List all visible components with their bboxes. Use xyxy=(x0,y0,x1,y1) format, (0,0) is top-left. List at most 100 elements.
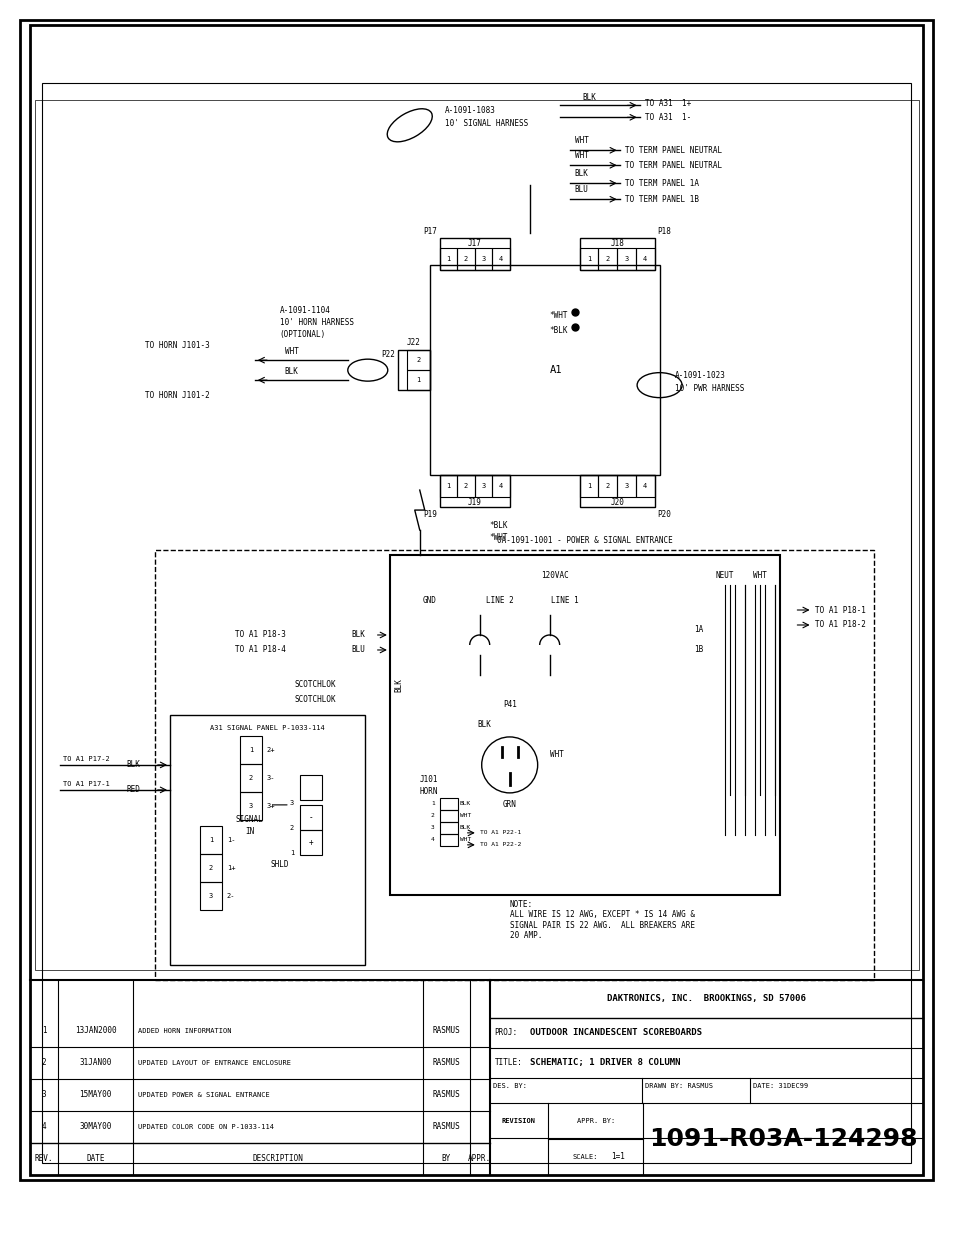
Text: 4: 4 xyxy=(498,256,502,262)
Text: UPDATED COLOR CODE ON P-1033-114: UPDATED COLOR CODE ON P-1033-114 xyxy=(138,1124,274,1130)
Text: TO A1 P22-2: TO A1 P22-2 xyxy=(479,842,520,847)
Text: 3: 3 xyxy=(249,803,253,809)
Text: P22: P22 xyxy=(380,351,395,359)
Text: BLK: BLK xyxy=(459,802,471,806)
Text: SCHEMATIC; 1 DRIVER 8 COLUMN: SCHEMATIC; 1 DRIVER 8 COLUMN xyxy=(529,1058,679,1067)
Text: P17: P17 xyxy=(422,227,436,236)
Text: BLK: BLK xyxy=(582,94,596,103)
Bar xyxy=(154,550,874,979)
Text: 4: 4 xyxy=(431,837,435,842)
Bar xyxy=(239,736,261,764)
Text: WHT: WHT xyxy=(459,837,471,842)
Text: NOTE:
ALL WIRE IS 12 AWG, EXCEPT * IS 14 AWG &
SIGNAL PAIR IS 22 AWG.  ALL BREAK: NOTE: ALL WIRE IS 12 AWG, EXCEPT * IS 14… xyxy=(509,900,694,940)
Bar xyxy=(200,853,222,882)
Text: J101: J101 xyxy=(419,776,437,784)
Bar xyxy=(299,830,321,855)
Text: 3: 3 xyxy=(481,256,485,262)
Text: DRAWN BY: RASMUS: DRAWN BY: RASMUS xyxy=(644,1083,712,1089)
Text: 2: 2 xyxy=(416,357,420,363)
Bar xyxy=(617,475,636,498)
Text: 1=1: 1=1 xyxy=(610,1152,624,1161)
Text: RASMUS: RASMUS xyxy=(432,1058,459,1067)
Bar xyxy=(439,798,457,810)
Text: TO HORN J101-3: TO HORN J101-3 xyxy=(145,341,210,350)
Bar xyxy=(579,475,654,508)
Text: 2: 2 xyxy=(431,814,435,819)
Text: TO A1 P18-1: TO A1 P18-1 xyxy=(814,605,864,615)
Text: 1A: 1A xyxy=(694,625,703,635)
Text: 2: 2 xyxy=(605,483,609,489)
Text: TITLE:: TITLE: xyxy=(495,1058,522,1067)
Text: A-1091-1023: A-1091-1023 xyxy=(674,370,724,379)
Text: 1-: 1- xyxy=(227,837,235,842)
Text: TO A1 P18-3: TO A1 P18-3 xyxy=(234,631,286,640)
Bar xyxy=(35,100,919,969)
Bar xyxy=(200,826,222,853)
Bar xyxy=(407,351,429,370)
Text: BLK: BLK xyxy=(574,169,588,178)
Text: SCOTCHLOK: SCOTCHLOK xyxy=(294,680,336,689)
Text: TO A1 P22-1: TO A1 P22-1 xyxy=(479,830,520,835)
Bar xyxy=(439,475,509,508)
Text: WHT: WHT xyxy=(574,136,588,146)
Text: 2: 2 xyxy=(463,483,468,489)
Bar xyxy=(617,248,636,270)
Text: RASMUS: RASMUS xyxy=(432,1091,459,1099)
Text: SCOTCHLOK: SCOTCHLOK xyxy=(294,695,336,704)
Text: TO A31  1-: TO A31 1- xyxy=(644,112,690,122)
Text: 13JAN2000: 13JAN2000 xyxy=(74,1026,116,1035)
Text: 1: 1 xyxy=(290,850,294,856)
Bar xyxy=(439,810,457,821)
Text: APPR. BY:: APPR. BY: xyxy=(576,1118,614,1124)
Text: BLK: BLK xyxy=(459,825,471,830)
Text: P19: P19 xyxy=(422,510,436,519)
Text: P20: P20 xyxy=(657,510,671,519)
Text: 2+: 2+ xyxy=(267,747,275,753)
Text: *BLK: *BLK xyxy=(549,326,568,335)
Bar xyxy=(42,83,910,1162)
Text: J18: J18 xyxy=(610,238,623,247)
Text: TO A1 P17-1: TO A1 P17-1 xyxy=(63,781,110,787)
Text: 120VAC: 120VAC xyxy=(540,571,568,579)
Text: WHT: WHT xyxy=(752,571,765,579)
Bar xyxy=(299,805,321,830)
Text: APPR.: APPR. xyxy=(468,1155,491,1163)
Text: 10' SIGNAL HARNESS: 10' SIGNAL HARNESS xyxy=(444,119,527,127)
Text: WHT: WHT xyxy=(285,347,298,356)
Text: *BLK: *BLK xyxy=(489,521,508,530)
Text: PROJ:: PROJ: xyxy=(495,1029,517,1037)
Bar xyxy=(439,834,457,846)
Text: BY: BY xyxy=(441,1155,451,1163)
Text: TO TERM PANEL 1B: TO TERM PANEL 1B xyxy=(624,195,698,204)
Text: +: + xyxy=(308,839,313,847)
Bar xyxy=(239,792,261,820)
Bar xyxy=(439,821,457,834)
Bar xyxy=(439,248,456,270)
Text: 1: 1 xyxy=(446,256,450,262)
Text: RASMUS: RASMUS xyxy=(432,1026,459,1035)
Text: LINE 1: LINE 1 xyxy=(550,595,578,604)
Text: 4: 4 xyxy=(498,483,502,489)
Text: *WHT: *WHT xyxy=(489,532,508,542)
Text: NEUT: NEUT xyxy=(715,571,733,579)
Text: RASMUS: RASMUS xyxy=(432,1123,459,1131)
Bar xyxy=(429,266,659,475)
Text: WHT: WHT xyxy=(549,751,563,760)
Bar xyxy=(636,248,654,270)
Text: J22: J22 xyxy=(406,338,420,347)
Text: TO TERM PANEL NEUTRAL: TO TERM PANEL NEUTRAL xyxy=(624,146,721,154)
Text: BLK: BLK xyxy=(351,631,364,640)
Text: (OPTIONAL): (OPTIONAL) xyxy=(279,330,326,338)
Bar xyxy=(636,475,654,498)
Text: SIGNAL: SIGNAL xyxy=(235,815,263,825)
Text: 3: 3 xyxy=(209,893,213,899)
Text: IN: IN xyxy=(245,827,254,836)
Text: 10' PWR HARNESS: 10' PWR HARNESS xyxy=(674,384,743,393)
Text: 1B: 1B xyxy=(694,646,703,655)
Text: TO HORN J101-2: TO HORN J101-2 xyxy=(145,390,210,400)
Text: P18: P18 xyxy=(657,227,671,236)
Bar xyxy=(492,475,509,498)
Text: 4: 4 xyxy=(642,483,647,489)
Text: 3: 3 xyxy=(290,800,294,806)
Text: DAKTRONICS, INC.  BROOKINGS, SD 57006: DAKTRONICS, INC. BROOKINGS, SD 57006 xyxy=(606,994,805,1003)
